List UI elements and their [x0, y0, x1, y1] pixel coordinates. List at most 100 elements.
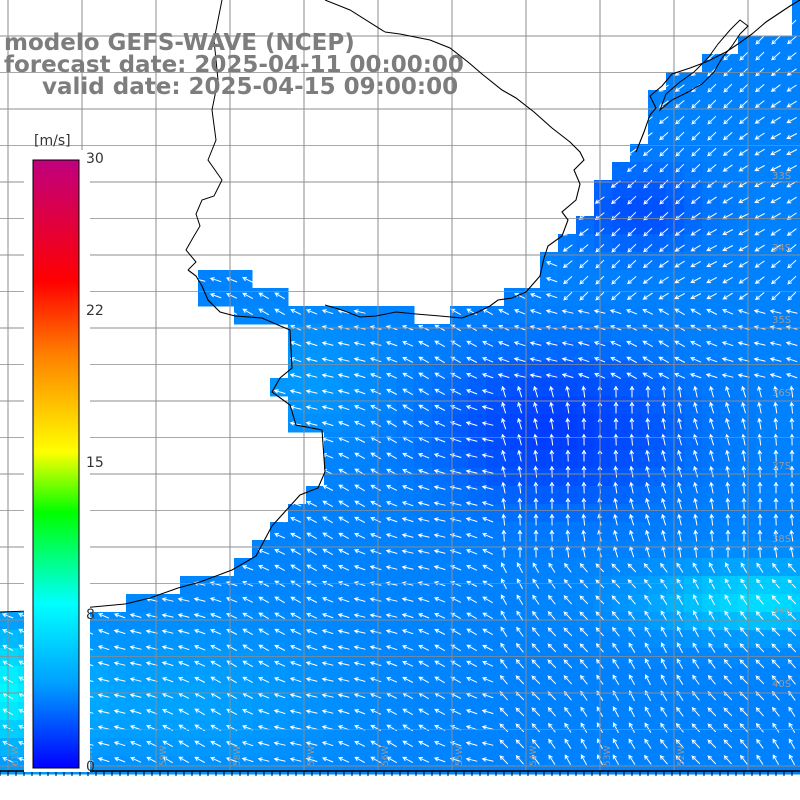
speed-cell — [594, 738, 613, 757]
wind-arrow — [533, 449, 538, 462]
wind-arrow — [465, 533, 478, 539]
wind-arrow — [465, 709, 478, 715]
speed-cell — [306, 378, 325, 397]
speed-cell — [378, 630, 397, 649]
wind-arrow — [547, 627, 557, 637]
wind-arrow — [517, 449, 522, 462]
speed-cell — [774, 378, 793, 397]
wind-arrow — [274, 612, 286, 620]
wind-arrow — [353, 709, 366, 715]
colorbar-tick-30: 30 — [86, 151, 104, 167]
speed-cell — [504, 324, 523, 343]
speed-cell — [558, 270, 577, 289]
speed-cell — [396, 306, 415, 325]
wind-arrow — [338, 548, 350, 555]
speed-cell — [540, 576, 559, 595]
speed-cell — [108, 666, 127, 685]
wind-arrow — [708, 562, 716, 574]
wind-arrow — [162, 756, 174, 764]
speed-cell — [558, 432, 577, 451]
speed-cell — [504, 306, 523, 325]
lat-label: 37S — [772, 461, 791, 472]
lon-label: 55W — [455, 746, 465, 766]
wind-arrow — [773, 529, 779, 542]
speed-cell — [720, 216, 739, 235]
speed-cell — [684, 522, 703, 541]
speed-cell — [702, 342, 721, 361]
wind-arrow — [674, 228, 685, 236]
speed-cell — [198, 666, 217, 685]
wind-arrow — [401, 629, 414, 635]
wind-arrow — [305, 661, 318, 667]
speed-cell — [306, 666, 325, 685]
speed-cell — [360, 630, 379, 649]
wind-arrow — [785, 309, 798, 314]
speed-cell — [306, 360, 325, 379]
wind-arrow — [548, 562, 556, 573]
speed-cell — [558, 342, 577, 361]
wind-arrow — [738, 260, 749, 268]
speed-cell — [774, 612, 793, 631]
speed-cell — [198, 594, 217, 613]
wind-arrow — [385, 629, 398, 634]
wind-arrow — [722, 292, 733, 300]
wind-arrow — [658, 292, 669, 300]
speed-cell — [576, 468, 595, 487]
speed-cell — [702, 612, 721, 631]
wind-arrow — [242, 292, 254, 300]
wind-arrow — [242, 308, 254, 316]
speed-cell — [738, 90, 757, 109]
lagoa-dos-patos-outline — [658, 19, 749, 112]
speed-cell — [738, 396, 757, 415]
wind-arrow — [450, 580, 462, 587]
wind-arrow — [274, 628, 286, 636]
speed-cell — [216, 594, 235, 613]
wind-arrow — [723, 755, 732, 765]
speed-cell — [720, 234, 739, 253]
speed-cell — [342, 594, 361, 613]
wind-arrow — [386, 404, 398, 412]
speed-cell — [684, 576, 703, 595]
wind-arrow — [565, 465, 571, 478]
speed-cell — [684, 450, 703, 469]
speed-cell — [594, 468, 613, 487]
wind-arrow — [725, 465, 730, 478]
wind-arrow — [642, 340, 654, 348]
wind-arrow — [754, 276, 765, 284]
wind-arrow — [529, 357, 542, 362]
wind-arrow — [289, 373, 302, 378]
speed-cell — [774, 126, 793, 145]
wind-arrow — [450, 708, 462, 715]
speed-cell — [594, 630, 613, 649]
wind-arrow — [709, 529, 715, 542]
wind-arrow — [579, 643, 589, 653]
wind-arrow — [145, 709, 158, 715]
wind-arrow — [708, 610, 716, 622]
wind-arrow — [628, 642, 636, 653]
wind-arrow — [434, 612, 446, 619]
speed-cell — [540, 414, 559, 433]
speed-cell — [684, 216, 703, 235]
wind-arrow — [337, 373, 350, 378]
wind-arrow — [177, 645, 190, 651]
wind-arrow — [741, 433, 746, 446]
wind-arrow — [481, 437, 494, 442]
wind-arrow — [497, 357, 510, 363]
wind-arrow — [370, 404, 382, 411]
speed-cell — [666, 666, 685, 685]
wind-arrow — [645, 433, 650, 446]
speed-cell — [468, 486, 487, 505]
wind-arrow — [386, 740, 398, 748]
speed-cell — [450, 738, 469, 757]
wind-arrow — [613, 481, 618, 494]
speed-cell — [594, 414, 613, 433]
speed-cell — [648, 126, 667, 145]
speed-cell — [684, 558, 703, 577]
speed-cell — [198, 702, 217, 721]
wind-arrow — [482, 660, 494, 667]
wind-arrow — [434, 372, 446, 380]
speed-cell — [594, 450, 613, 469]
speed-cell — [414, 648, 433, 667]
wind-arrow — [370, 516, 382, 523]
wind-arrow — [708, 594, 716, 606]
